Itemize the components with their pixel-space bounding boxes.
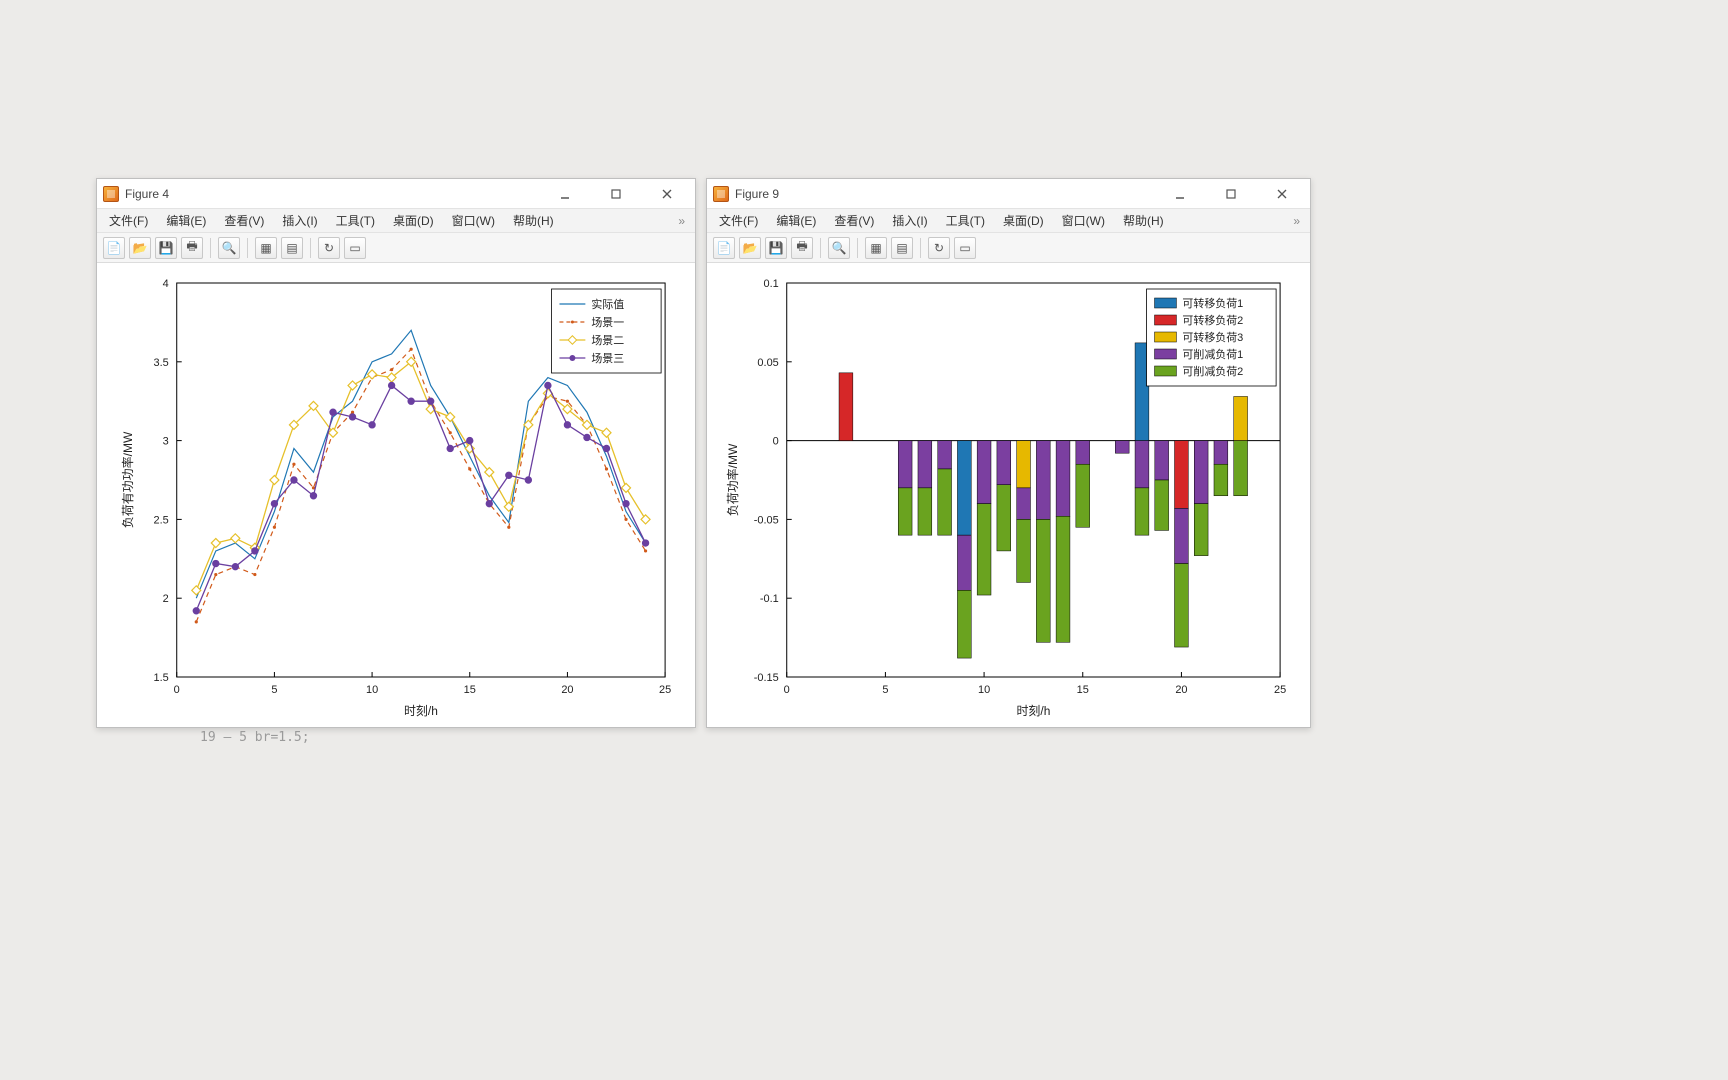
menu-tools[interactable]: 工具(T) (328, 210, 383, 231)
svg-text:场景二: 场景二 (591, 333, 624, 347)
menu-insert[interactable]: 插入(I) (884, 210, 935, 231)
svg-text:可转移负荷1: 可转移负荷1 (1182, 296, 1243, 310)
matlab-figure-icon (103, 186, 119, 202)
svg-text:10: 10 (366, 684, 378, 696)
menu-view[interactable]: 查看(V) (216, 210, 272, 231)
legend-button[interactable]: ▤ (891, 237, 913, 259)
figure-window-4: Figure 4 文件(F) 编辑(E) 查看(V) 插入(I) 工具(T) 桌… (96, 178, 696, 728)
svg-text:可削减负荷1: 可削减负荷1 (1182, 347, 1243, 361)
menu-view[interactable]: 查看(V) (826, 210, 882, 231)
svg-text:4: 4 (163, 278, 169, 290)
editor-fragment-text: 19 — 5 br=1.5; (200, 730, 310, 745)
svg-text:0.1: 0.1 (764, 278, 779, 290)
svg-text:2: 2 (163, 593, 169, 605)
workspace-stage: Figure 4 文件(F) 编辑(E) 查看(V) 插入(I) 工具(T) 桌… (96, 178, 1313, 733)
svg-text:负荷有功功率/MW: 负荷有功功率/MW (120, 431, 135, 528)
legend-button[interactable]: ▤ (281, 237, 303, 259)
window-title: Figure 9 (735, 187, 779, 201)
menu-edit[interactable]: 编辑(E) (768, 210, 824, 231)
svg-text:负荷功率/MW: 负荷功率/MW (725, 443, 740, 516)
svg-text:5: 5 (882, 684, 888, 696)
svg-text:场景三: 场景三 (591, 351, 624, 365)
print-button[interactable]: 🖶 (181, 237, 203, 259)
menu-help[interactable]: 帮助(H) (1115, 210, 1172, 231)
menubar-overflow-icon[interactable]: » (1287, 212, 1306, 230)
svg-text:场景一: 场景一 (591, 315, 624, 329)
menubar-overflow-icon[interactable]: » (672, 212, 691, 230)
save-button[interactable]: 💾 (155, 237, 177, 259)
menubar: 文件(F) 编辑(E) 查看(V) 插入(I) 工具(T) 桌面(D) 窗口(W… (707, 209, 1310, 233)
svg-text:15: 15 (1077, 684, 1089, 696)
menu-tools[interactable]: 工具(T) (938, 210, 993, 231)
data-cursor-button[interactable]: ▦ (865, 237, 887, 259)
svg-text:-0.1: -0.1 (760, 593, 779, 605)
minimize-button[interactable] (542, 183, 587, 205)
svg-text:0: 0 (174, 684, 180, 696)
svg-text:0: 0 (773, 436, 779, 448)
svg-text:1.5: 1.5 (154, 672, 169, 684)
menu-edit[interactable]: 编辑(E) (158, 210, 214, 231)
menu-window[interactable]: 窗口(W) (1054, 210, 1113, 231)
menu-window[interactable]: 窗口(W) (444, 210, 503, 231)
svg-text:可转移负荷3: 可转移负荷3 (1182, 330, 1243, 344)
menu-file[interactable]: 文件(F) (711, 210, 766, 231)
open-button[interactable]: 📂 (739, 237, 761, 259)
toolbar: 📄 📂 💾 🖶 🔍 ▦ ▤ ↻ ▭ (97, 233, 695, 263)
menu-desktop[interactable]: 桌面(D) (385, 210, 442, 231)
menu-desktop[interactable]: 桌面(D) (995, 210, 1052, 231)
menu-insert[interactable]: 插入(I) (274, 210, 325, 231)
open-button[interactable]: 📂 (129, 237, 151, 259)
close-button[interactable] (644, 183, 689, 205)
svg-text:25: 25 (659, 684, 671, 696)
svg-text:2.5: 2.5 (154, 514, 169, 526)
rotate-button[interactable]: ↻ (928, 237, 950, 259)
menu-help[interactable]: 帮助(H) (505, 210, 562, 231)
zoom-button[interactable]: 🔍 (828, 237, 850, 259)
titlebar[interactable]: Figure 4 (97, 179, 695, 209)
svg-text:时刻/h: 时刻/h (404, 704, 438, 718)
svg-text:20: 20 (561, 684, 573, 696)
data-cursor-button[interactable]: ▦ (255, 237, 277, 259)
svg-text:时刻/h: 时刻/h (1016, 704, 1050, 718)
svg-text:可转移负荷2: 可转移负荷2 (1182, 313, 1243, 327)
figure-window-9: Figure 9 文件(F) 编辑(E) 查看(V) 插入(I) 工具(T) 桌… (706, 178, 1311, 728)
svg-text:可削减负荷2: 可削减负荷2 (1182, 364, 1243, 378)
menu-file[interactable]: 文件(F) (101, 210, 156, 231)
axes-bar-chart: 0 5 10 15 20 25 -0.15 -0.1 -0.05 0 0.05 0.1 时刻/h 负荷功率… (707, 263, 1310, 727)
toolbar: 📄 📂 💾 🖶 🔍 ▦ ▤ ↻ ▭ (707, 233, 1310, 263)
svg-text:-0.05: -0.05 (754, 514, 779, 526)
svg-text:3: 3 (163, 436, 169, 448)
svg-text:15: 15 (464, 684, 476, 696)
svg-text:3.5: 3.5 (154, 357, 169, 369)
svg-text:-0.15: -0.15 (754, 672, 779, 684)
axes-line-chart: 0 5 10 15 20 25 1.5 2 2.5 3 3.5 4 时刻/h 负荷有功功率/MW 实际值场景… (97, 263, 695, 727)
rotate-button[interactable]: ↻ (318, 237, 340, 259)
new-figure-button[interactable]: 📄 (103, 237, 125, 259)
menubar: 文件(F) 编辑(E) 查看(V) 插入(I) 工具(T) 桌面(D) 窗口(W… (97, 209, 695, 233)
svg-text:5: 5 (271, 684, 277, 696)
new-figure-button[interactable]: 📄 (713, 237, 735, 259)
pan-button[interactable]: ▭ (954, 237, 976, 259)
zoom-button[interactable]: 🔍 (218, 237, 240, 259)
print-button[interactable]: 🖶 (791, 237, 813, 259)
svg-text:20: 20 (1175, 684, 1187, 696)
save-button[interactable]: 💾 (765, 237, 787, 259)
svg-text:实际值: 实际值 (591, 297, 624, 311)
matlab-figure-icon (713, 186, 729, 202)
close-button[interactable] (1259, 183, 1304, 205)
maximize-button[interactable] (593, 183, 638, 205)
titlebar[interactable]: Figure 9 (707, 179, 1310, 209)
pan-button[interactable]: ▭ (344, 237, 366, 259)
svg-text:0: 0 (784, 684, 790, 696)
window-title: Figure 4 (125, 187, 169, 201)
svg-text:0.05: 0.05 (757, 357, 778, 369)
svg-text:25: 25 (1274, 684, 1286, 696)
svg-text:10: 10 (978, 684, 990, 696)
maximize-button[interactable] (1208, 183, 1253, 205)
minimize-button[interactable] (1157, 183, 1202, 205)
